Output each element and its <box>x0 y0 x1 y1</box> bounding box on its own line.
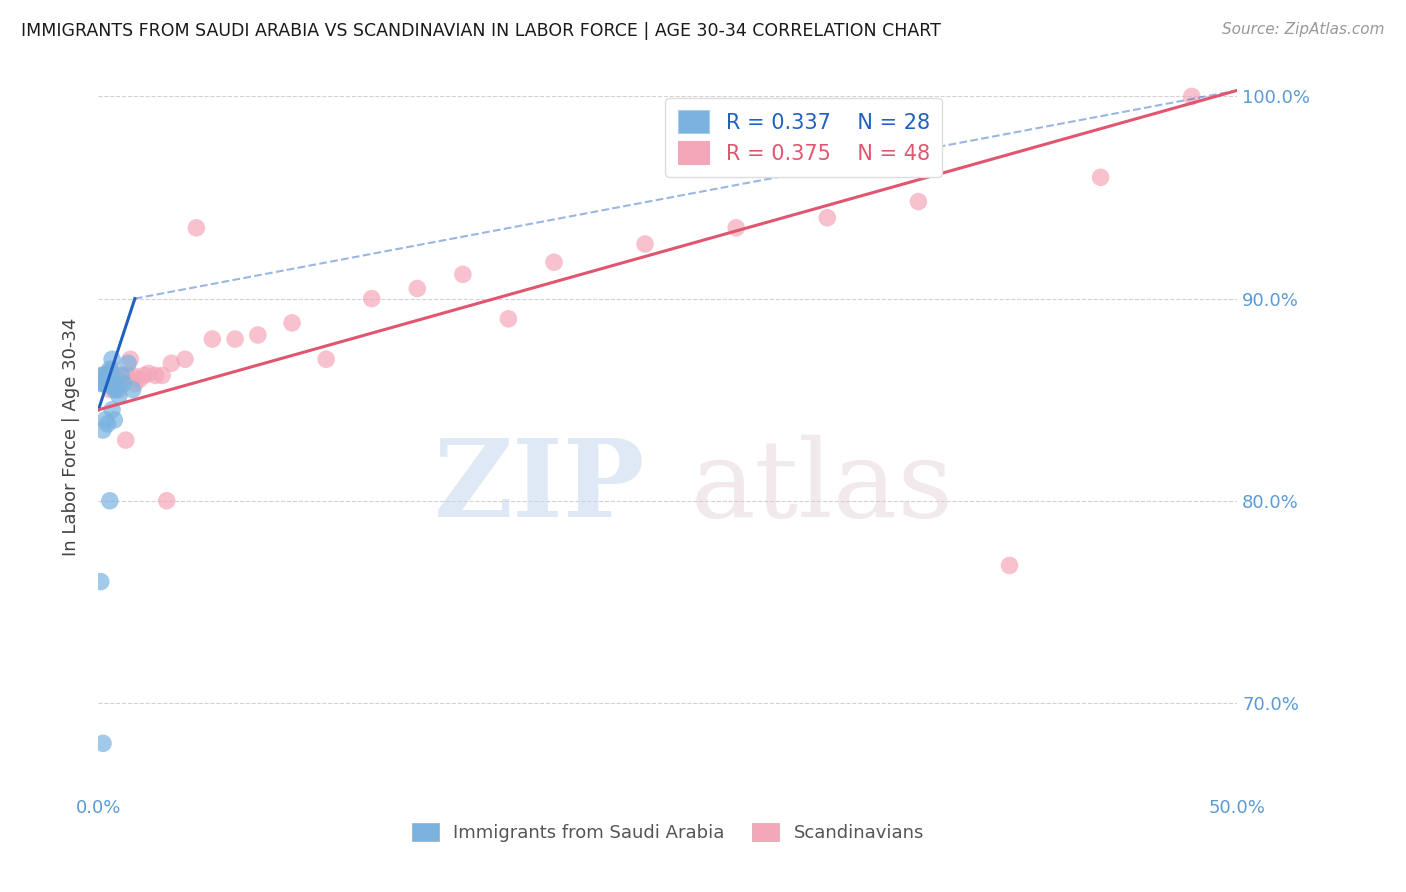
Point <box>103 413 125 427</box>
Point <box>90 574 112 589</box>
Point <box>160 356 183 370</box>
Point <box>117 368 139 383</box>
Point <box>1090 170 1112 185</box>
Point <box>98 493 121 508</box>
Point <box>96 372 118 386</box>
Point <box>120 352 142 367</box>
Point <box>360 292 382 306</box>
Point <box>101 367 124 381</box>
Point <box>91 368 114 383</box>
Point <box>108 383 131 397</box>
Point <box>124 376 146 391</box>
Point <box>110 372 132 386</box>
Point <box>145 368 167 383</box>
Point <box>91 372 114 386</box>
Text: ZIP: ZIP <box>433 434 645 540</box>
Point <box>105 378 128 392</box>
Text: atlas: atlas <box>690 434 953 540</box>
Point <box>498 311 520 326</box>
Point <box>96 376 118 391</box>
Legend: Immigrants from Saudi Arabia, Scandinavians: Immigrants from Saudi Arabia, Scandinavi… <box>405 815 931 849</box>
Point <box>105 376 128 391</box>
Point <box>90 376 112 391</box>
Point <box>101 402 124 417</box>
Point <box>114 368 136 383</box>
Point <box>451 268 474 282</box>
Text: Source: ZipAtlas.com: Source: ZipAtlas.com <box>1222 22 1385 37</box>
Point <box>98 372 121 386</box>
Point <box>128 372 150 386</box>
Point <box>96 368 118 383</box>
Point <box>96 417 118 431</box>
Point <box>121 368 143 383</box>
Point <box>224 332 246 346</box>
Point <box>156 493 179 508</box>
Y-axis label: In Labor Force | Age 30-34: In Labor Force | Age 30-34 <box>62 318 80 557</box>
Point <box>186 220 208 235</box>
Point <box>725 220 748 235</box>
Point <box>315 352 337 367</box>
Point <box>101 372 124 386</box>
Point <box>91 736 114 750</box>
Point <box>174 352 197 367</box>
Point <box>138 367 160 381</box>
Point <box>103 383 125 397</box>
Point <box>94 376 117 391</box>
Point <box>94 368 117 383</box>
Point <box>91 368 114 383</box>
Point <box>114 433 136 447</box>
Point <box>117 356 139 370</box>
Point <box>94 372 117 386</box>
Point <box>98 383 121 397</box>
Point <box>101 352 124 367</box>
Point <box>108 389 131 403</box>
Point <box>150 368 173 383</box>
Point <box>281 316 304 330</box>
Point <box>94 413 117 427</box>
Point <box>110 368 132 383</box>
Point <box>132 368 155 383</box>
Point <box>1181 89 1204 103</box>
Point <box>121 383 143 397</box>
Point <box>96 367 118 381</box>
Point <box>94 376 117 391</box>
Point <box>101 362 124 376</box>
Text: IMMIGRANTS FROM SAUDI ARABIA VS SCANDINAVIAN IN LABOR FORCE | AGE 30-34 CORRELAT: IMMIGRANTS FROM SAUDI ARABIA VS SCANDINA… <box>21 22 941 40</box>
Point <box>815 211 838 225</box>
Point <box>98 362 121 376</box>
Point <box>112 368 135 383</box>
Point <box>103 368 125 383</box>
Point <box>998 558 1021 573</box>
Point <box>98 372 121 386</box>
Point <box>91 376 114 391</box>
Point <box>543 255 565 269</box>
Point <box>201 332 224 346</box>
Point <box>112 376 135 391</box>
Point <box>246 328 269 343</box>
Point <box>101 378 124 392</box>
Point <box>90 368 112 383</box>
Point <box>907 194 929 209</box>
Point <box>105 383 128 397</box>
Point <box>634 237 657 252</box>
Point <box>406 281 429 295</box>
Point <box>91 423 114 437</box>
